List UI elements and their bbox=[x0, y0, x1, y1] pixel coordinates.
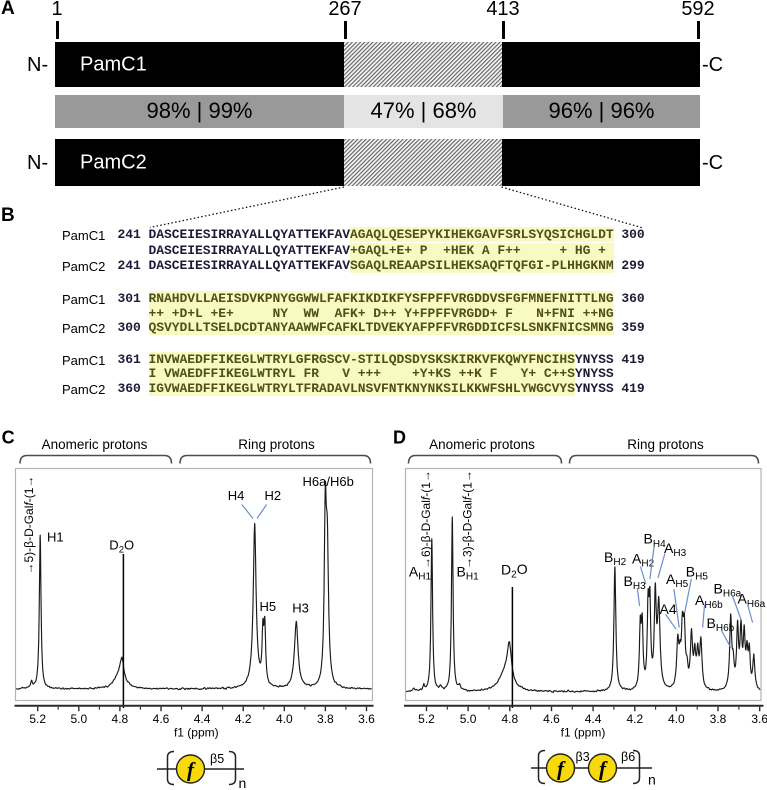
svg-text:f1 (ppm): f1 (ppm) bbox=[174, 726, 219, 740]
svg-text:H2: H2 bbox=[265, 488, 282, 503]
svg-text:BH4: BH4 bbox=[644, 531, 667, 550]
svg-text:4.0: 4.0 bbox=[276, 712, 293, 726]
svg-text:4.0: 4.0 bbox=[668, 712, 685, 726]
svg-text:3.6: 3.6 bbox=[751, 712, 767, 726]
svg-text:f1 (ppm): f1 (ppm) bbox=[561, 726, 606, 740]
svg-text:Anomeric protons: Anomeric protons bbox=[42, 437, 148, 452]
svg-text:5.0: 5.0 bbox=[70, 712, 87, 726]
svg-text:3.6: 3.6 bbox=[358, 712, 375, 726]
svg-text:H6a/H6b: H6a/H6b bbox=[303, 474, 354, 489]
svg-text:f: f bbox=[557, 757, 566, 781]
svg-text:β6: β6 bbox=[621, 750, 635, 764]
svg-text:H4: H4 bbox=[228, 488, 245, 503]
svg-text:Ring protons: Ring protons bbox=[238, 437, 315, 452]
svg-text:BH2: BH2 bbox=[604, 549, 627, 568]
svg-text:AH3: AH3 bbox=[664, 540, 687, 559]
svg-text:4.6: 4.6 bbox=[153, 712, 170, 726]
svg-text:3.8: 3.8 bbox=[317, 712, 334, 726]
svg-text:4.8: 4.8 bbox=[501, 712, 518, 726]
svg-text:Ring protons: Ring protons bbox=[627, 437, 704, 452]
svg-text:C: C bbox=[2, 428, 15, 448]
svg-text:β3: β3 bbox=[576, 750, 590, 764]
svg-text:5.0: 5.0 bbox=[460, 712, 477, 726]
svg-text:→3)-β-D-Galf-(1→: →3)-β-D-Galf-(1→ bbox=[461, 470, 475, 569]
svg-text:D2O: D2O bbox=[109, 538, 134, 556]
svg-text:D: D bbox=[393, 428, 406, 448]
svg-text:Anomeric protons: Anomeric protons bbox=[429, 437, 535, 452]
svg-text:n: n bbox=[239, 775, 247, 790]
svg-text:→5)-β-D-Galf-(1→: →5)-β-D-Galf-(1→ bbox=[22, 476, 36, 575]
svg-text:4.2: 4.2 bbox=[235, 712, 252, 726]
svg-text:BH3: BH3 bbox=[624, 573, 647, 592]
svg-text:n: n bbox=[648, 772, 656, 788]
svg-text:5.2: 5.2 bbox=[29, 712, 46, 726]
svg-text:D2O: D2O bbox=[501, 561, 528, 581]
svg-text:4.8: 4.8 bbox=[112, 712, 129, 726]
svg-text:5.2: 5.2 bbox=[418, 712, 435, 726]
svg-text:4.2: 4.2 bbox=[626, 712, 643, 726]
svg-text:A4: A4 bbox=[660, 601, 677, 617]
svg-text:β5: β5 bbox=[210, 752, 224, 766]
svg-text:H5: H5 bbox=[260, 599, 277, 614]
svg-text:→6)-β-D-Galf-(1→: →6)-β-D-Galf-(1→ bbox=[419, 470, 433, 569]
svg-text:f: f bbox=[187, 758, 196, 782]
svg-text:f: f bbox=[599, 757, 608, 781]
svg-text:BH5: BH5 bbox=[686, 564, 709, 583]
svg-text:4.4: 4.4 bbox=[194, 712, 211, 726]
svg-text:H3: H3 bbox=[292, 601, 309, 616]
svg-text:H1: H1 bbox=[47, 530, 64, 545]
svg-text:3.8: 3.8 bbox=[710, 712, 727, 726]
svg-text:4.6: 4.6 bbox=[543, 712, 560, 726]
svg-text:4.4: 4.4 bbox=[585, 712, 602, 726]
